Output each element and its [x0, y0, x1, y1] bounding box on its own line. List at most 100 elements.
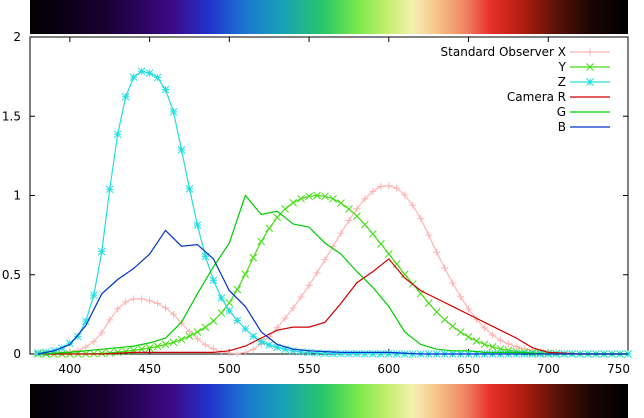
data-point-d2 — [345, 205, 353, 213]
data-point-d2 — [384, 250, 393, 258]
data-point-d2 — [376, 349, 385, 358]
data-point-d2 — [345, 349, 353, 358]
data-point-d2 — [193, 221, 202, 229]
data-point-d2 — [249, 253, 258, 262]
data-point-d2 — [313, 349, 321, 357]
series-line — [38, 258, 628, 355]
data-point-d2 — [480, 340, 489, 349]
x-tick-label: 500 — [218, 362, 241, 376]
data-point-d2 — [313, 191, 321, 200]
series-line — [37, 185, 628, 355]
data-point-d2 — [392, 349, 401, 358]
x-tick-label: 750 — [607, 362, 630, 376]
legend-item-standard-observer-y: Y — [558, 60, 610, 74]
data-point-d2 — [209, 317, 218, 325]
data-point-d2 — [361, 220, 369, 229]
data-point-d2 — [105, 185, 114, 194]
data-point-d2 — [241, 325, 250, 333]
legend-item-camera-g: G — [557, 105, 610, 119]
ticks-layer: 400 450 500 550 600 650 700 750 0 0.5 1 1.5 2 — [2, 30, 630, 376]
data-point-d2 — [321, 349, 329, 358]
data-point-d2 — [488, 343, 497, 351]
data-point-d2 — [81, 317, 90, 326]
data-point-d2 — [368, 349, 377, 358]
data-point-d2 — [289, 346, 297, 355]
data-point-d2 — [586, 78, 594, 86]
data-point-d2 — [400, 350, 409, 358]
y-tick-label: 1.5 — [2, 109, 21, 123]
data-point-d2 — [305, 348, 313, 357]
data-point-d2 — [153, 73, 162, 82]
data-point-d2 — [145, 344, 154, 352]
data-point-d2 — [432, 308, 441, 316]
data-point-d2 — [161, 85, 170, 94]
data-point-d2 — [353, 212, 361, 220]
data-point-d2 — [265, 224, 274, 233]
data-point-d2 — [169, 107, 178, 116]
data-point-d2 — [217, 294, 226, 302]
legend-series-label: R — [558, 90, 566, 104]
data-point-d2 — [97, 247, 106, 256]
legend: Standard Observer XYZ Camera RGB — [441, 45, 610, 134]
legend-group-label: Camera — [507, 90, 554, 104]
data-point-d2 — [297, 194, 305, 203]
data-point-d2 — [225, 298, 234, 307]
series-standard-observer-z — [34, 67, 632, 358]
data-point-d2 — [217, 309, 226, 317]
data-point-d2 — [145, 69, 154, 77]
data-point-d2 — [400, 270, 409, 279]
data-point-d2 — [353, 349, 361, 358]
data-point-d2 — [329, 349, 337, 358]
data-point-d2 — [121, 347, 130, 356]
data-point-d2 — [209, 276, 218, 285]
x-tick-label: 650 — [457, 362, 480, 376]
legend-item-camera-b: B — [558, 120, 610, 134]
data-point-d2 — [289, 198, 297, 207]
data-point-d2 — [376, 239, 385, 248]
series-camera-b — [37, 229, 628, 355]
data-point-d2 — [257, 337, 266, 346]
legend-series-label: X — [558, 45, 566, 59]
data-point-d2 — [225, 307, 234, 315]
data-point-d2 — [185, 184, 194, 193]
data-point-d2 — [257, 237, 266, 246]
data-point-d2 — [464, 333, 473, 341]
data-point-d2 — [241, 270, 250, 279]
data-point-d2 — [249, 332, 258, 341]
legend-series-label: G — [557, 105, 566, 119]
legend-series-label: Z — [558, 75, 566, 89]
legend-series-label: Y — [558, 60, 567, 74]
data-point-d2 — [89, 291, 98, 300]
x-tick-label: 450 — [138, 362, 161, 376]
data-point-d2 — [448, 322, 457, 331]
y-tick-label: 0.5 — [2, 268, 21, 282]
data-point-d2 — [233, 285, 242, 294]
data-point-d2 — [185, 332, 194, 340]
series-camera-r — [38, 258, 628, 355]
y-tick-label: 1 — [13, 189, 21, 203]
legend-series-label: B — [558, 120, 566, 134]
data-point-d2 — [121, 92, 130, 101]
data-point-d2 — [177, 335, 186, 344]
data-point-d2 — [34, 349, 42, 357]
data-point-d2 — [169, 338, 178, 347]
data-point-d2 — [281, 345, 290, 354]
x-tick-label: 550 — [298, 362, 321, 376]
x-tick-label: 600 — [377, 362, 400, 376]
data-point-d2 — [273, 213, 282, 222]
data-point-d2 — [73, 332, 82, 341]
data-point-d2 — [161, 340, 170, 349]
top-spectrum-bar — [30, 0, 628, 34]
legend-item-standard-observer-z: Z — [558, 75, 610, 89]
y-tick-label: 0 — [13, 347, 21, 361]
data-point-d2 — [193, 328, 202, 336]
data-point-d2 — [329, 194, 337, 203]
legend-group-label: Standard Observer — [441, 45, 555, 59]
data-point-d2 — [337, 349, 345, 358]
data-point-d2 — [281, 205, 290, 213]
data-point-d2 — [201, 323, 210, 332]
data-point-d2 — [137, 67, 146, 76]
data-point-d2 — [177, 145, 186, 154]
bottom-spectrum-bar — [30, 384, 628, 418]
